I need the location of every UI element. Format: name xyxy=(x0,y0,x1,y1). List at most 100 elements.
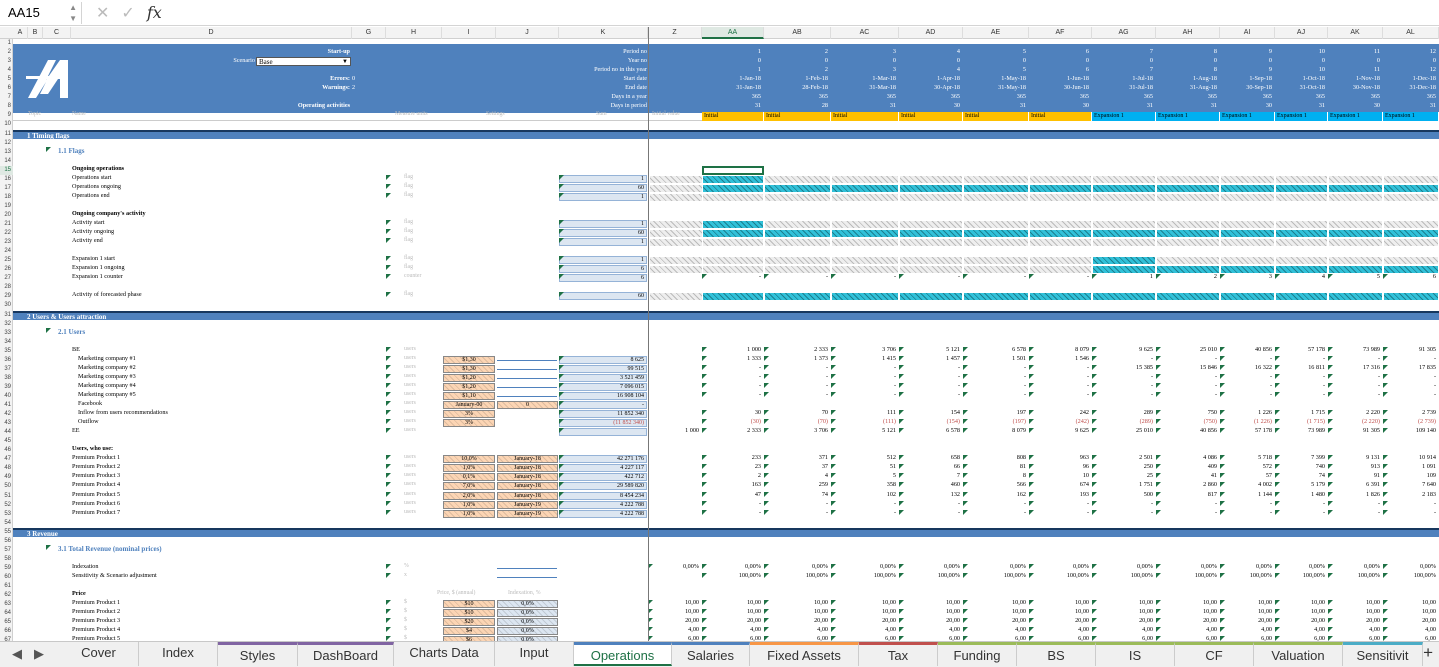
row-header-40[interactable]: 40 xyxy=(4,392,11,399)
row-header-46[interactable]: 46 xyxy=(4,447,11,454)
name-box-stepper-icon[interactable]: ▲ ▼ xyxy=(69,3,77,23)
column-header-j[interactable]: J xyxy=(496,27,559,39)
launch-date-input[interactable]: January-19 xyxy=(497,509,558,518)
row-header-31[interactable]: 31 xyxy=(4,311,11,318)
price-input[interactable]: $10 xyxy=(443,600,495,609)
row-header-10[interactable]: 10 xyxy=(4,121,11,128)
share-input[interactable]: 7,0% xyxy=(443,482,495,491)
row-header-29[interactable]: 29 xyxy=(4,293,11,300)
row-header-24[interactable]: 24 xyxy=(4,248,11,255)
row-header-16[interactable]: 16 xyxy=(4,175,11,182)
row-header-67[interactable]: 67 xyxy=(4,637,11,641)
price-indexation-input[interactable]: 0,0% xyxy=(497,609,558,618)
column-header-k[interactable]: K xyxy=(559,27,648,39)
scenario-dropdown[interactable]: Base ▼ xyxy=(256,57,351,67)
cancel-icon[interactable]: ✕ xyxy=(96,5,110,22)
row-header-28[interactable]: 28 xyxy=(4,284,11,291)
row-header-56[interactable]: 56 xyxy=(4,537,11,544)
row-header-7[interactable]: 7 xyxy=(7,94,11,101)
row-header-13[interactable]: 13 xyxy=(4,148,11,155)
share-input[interactable]: 1,0% xyxy=(443,500,495,509)
row-header-37[interactable]: 37 xyxy=(4,365,11,372)
row-header-25[interactable]: 25 xyxy=(4,257,11,264)
row-header-23[interactable]: 23 xyxy=(4,239,11,246)
row-header-12[interactable]: 12 xyxy=(4,139,11,146)
launch-date-input[interactable]: January-18 xyxy=(497,455,558,464)
row-header-61[interactable]: 61 xyxy=(4,583,11,589)
column-header-d[interactable]: D xyxy=(71,27,352,39)
price-input[interactable]: $4 xyxy=(443,627,495,636)
price-indexation-input[interactable]: 0,0% xyxy=(497,618,558,627)
row-header-21[interactable]: 21 xyxy=(4,221,11,227)
phase-cell[interactable]: Initial xyxy=(831,112,899,122)
row-header-64[interactable]: 64 xyxy=(4,610,11,617)
param-input[interactable]: $1,30 xyxy=(443,364,495,373)
row-header-38[interactable]: 38 xyxy=(4,374,11,381)
row-header-27[interactable]: 27 xyxy=(4,275,11,282)
row-header-1[interactable]: 1 xyxy=(7,40,11,46)
confirm-icon[interactable]: ✓ xyxy=(121,5,135,22)
phase-cell[interactable]: Initial xyxy=(702,112,764,122)
tab-cf[interactable]: CF xyxy=(1175,642,1254,666)
row-header-22[interactable]: 22 xyxy=(4,230,11,237)
column-header-aa[interactable]: AA xyxy=(702,27,764,39)
row-header-30[interactable]: 30 xyxy=(4,302,11,309)
share-input[interactable]: 10,0% xyxy=(443,455,495,464)
share-input[interactable]: 1,0% xyxy=(443,509,495,518)
launch-date-input[interactable]: January-18 xyxy=(497,464,558,473)
price-input[interactable]: $20 xyxy=(443,618,495,627)
fx-icon[interactable]: fx xyxy=(146,3,162,22)
row-header-18[interactable]: 18 xyxy=(4,193,11,200)
row-header-2[interactable]: 2 xyxy=(7,49,11,56)
launch-date-input[interactable]: January-18 xyxy=(497,491,558,500)
row-header-58[interactable]: 58 xyxy=(4,555,11,562)
row-header-51[interactable]: 51 xyxy=(4,492,11,499)
column-header-g[interactable]: G xyxy=(352,27,386,39)
tab-operations[interactable]: Operations xyxy=(574,642,672,666)
param-input[interactable]: 3% xyxy=(443,419,495,428)
share-input[interactable]: 1,0% xyxy=(443,464,495,473)
launch-date-input[interactable]: January-18 xyxy=(497,473,558,482)
price-indexation-input[interactable]: 0,0% xyxy=(497,636,558,641)
column-header-ab[interactable]: AB xyxy=(764,27,831,39)
param-input[interactable]: $1,20 xyxy=(443,373,495,382)
tab-is[interactable]: IS xyxy=(1096,642,1175,666)
column-header-ae[interactable]: AE xyxy=(963,27,1029,39)
phase-cell[interactable]: Expansion 1 xyxy=(1156,112,1220,122)
row-header-9[interactable]: 9 xyxy=(7,112,11,119)
column-header-ad[interactable]: AD xyxy=(899,27,963,39)
tab-charts-data[interactable]: Charts Data xyxy=(394,642,495,666)
column-header-i[interactable]: I xyxy=(442,27,496,39)
tab-valuation[interactable]: Valuation xyxy=(1254,642,1343,666)
row-header-8[interactable]: 8 xyxy=(7,103,11,110)
row-header-53[interactable]: 53 xyxy=(4,510,11,517)
column-header-c[interactable]: C xyxy=(43,27,71,39)
phase-cell[interactable]: Expansion 1 xyxy=(1328,112,1383,122)
column-header-h[interactable]: H xyxy=(386,27,442,39)
row-header-48[interactable]: 48 xyxy=(4,465,11,472)
row-header-50[interactable]: 50 xyxy=(4,483,11,490)
column-header-b[interactable]: B xyxy=(28,27,43,39)
row-header-57[interactable]: 57 xyxy=(4,546,11,553)
column-header-al[interactable]: AL xyxy=(1383,27,1439,39)
column-header-ac[interactable]: AC xyxy=(831,27,899,39)
phase-cell[interactable]: Expansion 1 xyxy=(1220,112,1275,122)
row-header-60[interactable]: 60 xyxy=(4,573,11,580)
tab-input[interactable]: Input xyxy=(495,642,574,666)
param-input[interactable]: $1,30 xyxy=(443,355,495,364)
tab-cover[interactable]: Cover xyxy=(59,642,139,666)
selected-cell-aa15[interactable] xyxy=(702,166,764,175)
row-header-52[interactable]: 52 xyxy=(4,501,11,508)
phase-cell[interactable]: Expansion 1 xyxy=(1383,112,1439,122)
price-input[interactable]: $10 xyxy=(443,609,495,618)
share-input[interactable]: 2,0% xyxy=(443,491,495,500)
row-header-20[interactable]: 20 xyxy=(4,211,11,218)
tab-dashboard[interactable]: DashBoard xyxy=(298,642,394,666)
row-header-47[interactable]: 47 xyxy=(4,456,11,463)
row-header-5[interactable]: 5 xyxy=(7,76,11,83)
phase-cell[interactable]: Expansion 1 xyxy=(1092,112,1156,122)
tab-sensitivit[interactable]: Sensitivit xyxy=(1343,642,1423,666)
share-input[interactable]: 0,1% xyxy=(443,473,495,482)
phase-cell[interactable]: Expansion 1 xyxy=(1275,112,1328,122)
